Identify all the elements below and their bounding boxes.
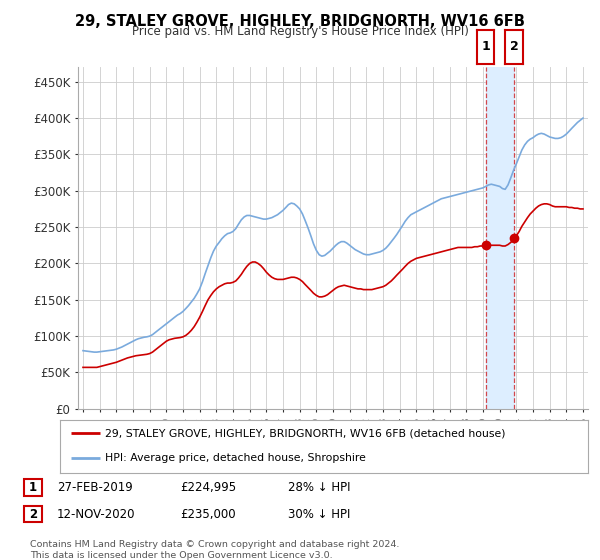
- Text: 2: 2: [29, 507, 37, 521]
- Text: 30% ↓ HPI: 30% ↓ HPI: [288, 507, 350, 521]
- Text: 1: 1: [29, 480, 37, 494]
- Text: Contains HM Land Registry data © Crown copyright and database right 2024.
This d: Contains HM Land Registry data © Crown c…: [30, 540, 400, 560]
- Text: £224,995: £224,995: [180, 480, 236, 494]
- Text: 12-NOV-2020: 12-NOV-2020: [57, 507, 136, 521]
- Text: Price paid vs. HM Land Registry's House Price Index (HPI): Price paid vs. HM Land Registry's House …: [131, 25, 469, 38]
- Bar: [485, 67, 514, 409]
- Text: 27-FEB-2019: 27-FEB-2019: [57, 480, 133, 494]
- Text: 28% ↓ HPI: 28% ↓ HPI: [288, 480, 350, 494]
- Text: 29, STALEY GROVE, HIGHLEY, BRIDGNORTH, WV16 6FB: 29, STALEY GROVE, HIGHLEY, BRIDGNORTH, W…: [75, 14, 525, 29]
- Text: £235,000: £235,000: [180, 507, 236, 521]
- Text: 29, STALEY GROVE, HIGHLEY, BRIDGNORTH, WV16 6FB (detached house): 29, STALEY GROVE, HIGHLEY, BRIDGNORTH, W…: [105, 428, 505, 438]
- Text: HPI: Average price, detached house, Shropshire: HPI: Average price, detached house, Shro…: [105, 453, 366, 463]
